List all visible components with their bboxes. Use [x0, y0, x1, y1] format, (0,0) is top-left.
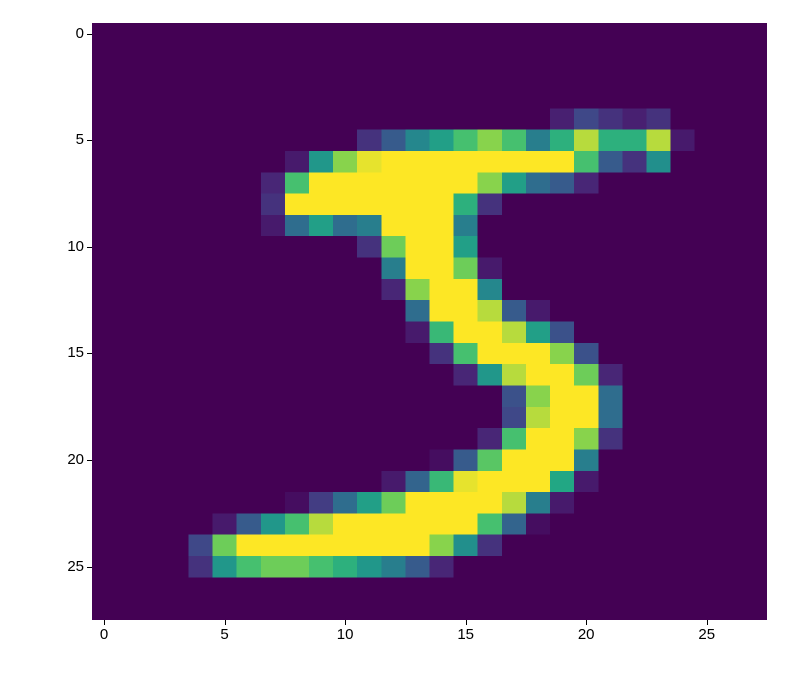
tick-mark	[87, 567, 92, 568]
tick-mark	[104, 620, 105, 625]
x-tick-label: 10	[330, 626, 360, 643]
x-tick-label: 5	[210, 626, 240, 643]
tick-mark	[87, 140, 92, 141]
tick-mark	[87, 34, 92, 35]
x-tick-label: 0	[89, 626, 119, 643]
tick-mark	[87, 460, 92, 461]
y-tick-label: 25	[42, 558, 84, 575]
y-tick-label: 5	[42, 131, 84, 148]
heatmap-canvas	[92, 23, 767, 620]
x-tick-label: 15	[451, 626, 481, 643]
tick-mark	[586, 620, 587, 625]
y-tick-label: 0	[42, 25, 84, 42]
heatmap-chart: 0 5 10 15 20 25 0 5 10 15 20 25	[0, 0, 810, 685]
tick-mark	[466, 620, 467, 625]
tick-mark	[345, 620, 346, 625]
y-tick-label: 10	[42, 238, 84, 255]
x-tick-label: 20	[571, 626, 601, 643]
tick-mark	[87, 353, 92, 354]
tick-mark	[707, 620, 708, 625]
x-tick-label: 25	[692, 626, 722, 643]
tick-mark	[225, 620, 226, 625]
y-tick-label: 20	[42, 451, 84, 468]
y-tick-label: 15	[42, 344, 84, 361]
tick-mark	[87, 247, 92, 248]
plot-area	[92, 23, 767, 620]
